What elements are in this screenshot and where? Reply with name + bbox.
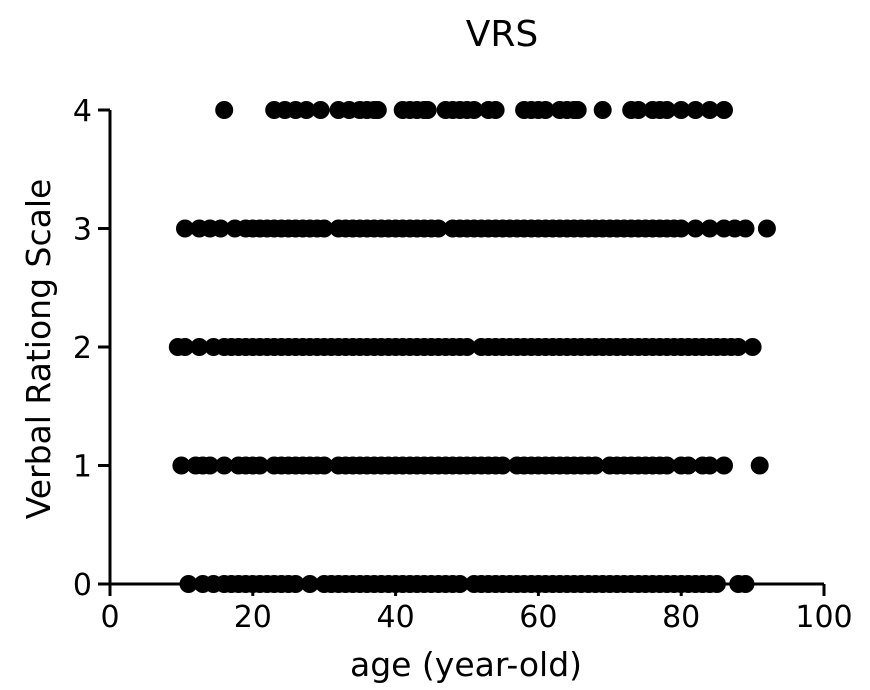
- data-point: [657, 456, 676, 475]
- data-point: [750, 456, 769, 475]
- y-tick-label: 2: [73, 331, 92, 366]
- data-point: [215, 101, 234, 119]
- data-point: [757, 219, 776, 238]
- data-point: [368, 101, 387, 119]
- data-point: [700, 101, 719, 119]
- data-point: [311, 101, 330, 119]
- y-tick-label: 1: [73, 450, 92, 485]
- data-point: [215, 456, 234, 475]
- data-point: [736, 219, 755, 238]
- data-point: [300, 575, 319, 593]
- data-point: [743, 338, 762, 356]
- data-point: [536, 101, 555, 119]
- y-tick-label: 4: [73, 94, 92, 129]
- data-point: [568, 101, 587, 119]
- data-point: [458, 338, 476, 356]
- data-point: [629, 101, 648, 119]
- data-point: [715, 456, 733, 475]
- data-point: [418, 101, 437, 119]
- y-tick-label: 0: [73, 568, 92, 603]
- data-points: [168, 101, 776, 593]
- chart-title: VRS: [466, 14, 539, 55]
- x-tick-label: 80: [662, 600, 700, 635]
- y-axis: 0 1 2 3 4: [73, 94, 112, 603]
- data-point: [211, 219, 230, 238]
- data-point: [707, 575, 726, 593]
- data-point: [657, 101, 676, 119]
- data-point: [201, 456, 219, 475]
- x-tick-label: 0: [100, 600, 119, 635]
- x-tick-label: 20: [234, 600, 272, 635]
- data-point: [700, 219, 719, 238]
- data-point: [586, 456, 605, 475]
- data-point: [286, 575, 305, 593]
- data-point: [686, 101, 705, 119]
- data-point: [250, 456, 269, 475]
- data-point: [176, 338, 194, 356]
- data-point: [486, 101, 505, 119]
- data-point: [672, 219, 691, 238]
- data-point: [450, 575, 469, 593]
- data-point: [729, 338, 748, 356]
- x-tick-label: 60: [519, 600, 557, 635]
- data-point: [679, 456, 698, 475]
- y-tick-label: 3: [73, 213, 92, 248]
- data-point: [593, 101, 612, 119]
- x-tick-label: 100: [795, 600, 852, 635]
- data-point: [179, 575, 198, 593]
- y-axis-label: Verbal Rationg Scale: [19, 179, 58, 520]
- data-point: [700, 456, 719, 475]
- data-point: [190, 338, 209, 356]
- data-point: [315, 219, 334, 238]
- data-point: [493, 456, 512, 475]
- data-point: [176, 219, 194, 238]
- data-point: [715, 101, 733, 119]
- data-point: [686, 219, 705, 238]
- data-point: [429, 219, 448, 238]
- data-point: [672, 101, 691, 119]
- x-tick-label: 40: [377, 600, 415, 635]
- data-point: [297, 101, 316, 119]
- data-point: [736, 575, 755, 593]
- data-point: [315, 456, 334, 475]
- data-point: [172, 456, 191, 475]
- x-axis-label: age (year-old): [350, 645, 582, 684]
- data-point: [465, 101, 484, 119]
